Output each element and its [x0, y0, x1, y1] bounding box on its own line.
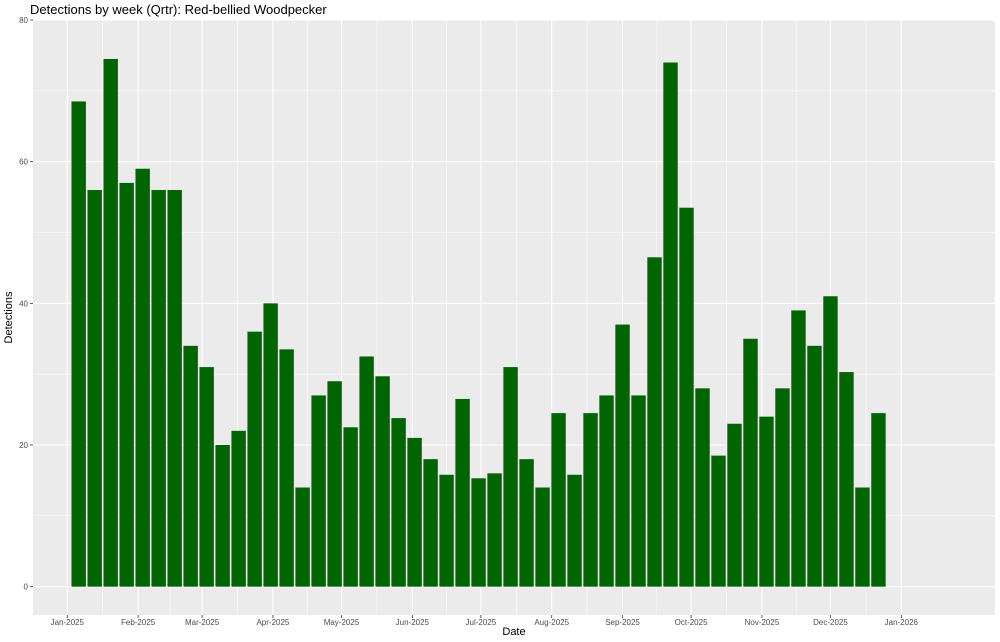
x-tick-label: Nov-2025: [745, 618, 780, 627]
bar: [839, 372, 854, 587]
bar: [375, 376, 390, 587]
bar: [503, 367, 518, 587]
bar: [807, 345, 822, 587]
x-tick-label: Dec-2025: [813, 618, 848, 627]
bar: [391, 418, 406, 587]
bar: [71, 101, 86, 587]
bar: [103, 58, 118, 587]
bar: [855, 487, 870, 587]
y-axis: 0 20 40 60 80: [19, 16, 33, 592]
bar: [199, 367, 214, 587]
bar: [599, 395, 614, 587]
bar: [647, 257, 662, 587]
bar: [535, 487, 550, 587]
bar: [567, 474, 582, 587]
x-tick-label: Jul-2025: [466, 618, 497, 627]
bar: [759, 416, 774, 587]
bar: [695, 388, 710, 587]
bar: [663, 62, 678, 587]
bar: [455, 398, 470, 587]
x-axis: Jan-2025 Feb-2025 Mar-2025 Apr-2025 May-2025…: [51, 615, 919, 627]
x-tick-label: May-2025: [324, 618, 360, 627]
bar: [471, 478, 486, 587]
bar: [871, 413, 886, 587]
x-tick-label: Aug-2025: [534, 618, 569, 627]
bar: [631, 395, 646, 587]
y-tick-label: 80: [19, 16, 28, 25]
bar: [615, 324, 630, 587]
bar: [711, 455, 726, 587]
bar: [423, 459, 438, 587]
x-tick-label: Oct-2025: [675, 618, 708, 627]
bar: [135, 168, 150, 587]
bar: [183, 345, 198, 587]
x-tick-label: Mar-2025: [185, 618, 220, 627]
bar: [823, 296, 838, 587]
bar: [487, 473, 502, 587]
bar: [279, 349, 294, 587]
bar: [679, 207, 694, 587]
x-tick-label: Jan-2026: [885, 618, 919, 627]
y-axis-title: Detections: [3, 291, 15, 343]
bar: [231, 430, 246, 587]
chart-title: Detections by week (Qrtr): Red-bellied W…: [30, 2, 327, 17]
bar: [215, 445, 230, 587]
x-tick-label: Jun-2025: [396, 618, 430, 627]
bar: [263, 303, 278, 587]
x-tick-label: Sep-2025: [605, 618, 640, 627]
bar: [551, 413, 566, 587]
bar: [519, 459, 534, 587]
y-tick-label: 60: [19, 158, 28, 167]
bar: [87, 190, 102, 587]
bar: [727, 423, 742, 587]
bar: [151, 190, 166, 587]
x-tick-label: Apr-2025: [256, 618, 289, 627]
bar: [247, 331, 262, 587]
x-axis-title: Date: [502, 626, 525, 638]
bar: [327, 381, 342, 587]
y-tick-label: 20: [19, 441, 28, 450]
x-tick-label: Feb-2025: [121, 618, 156, 627]
bar: [359, 356, 374, 587]
bar: [167, 190, 182, 587]
bar: [407, 437, 422, 587]
y-tick-label: 0: [24, 583, 29, 592]
bar: [311, 395, 326, 587]
bar: [343, 427, 358, 587]
bar: [295, 487, 310, 587]
x-tick-label: Jan-2025: [51, 618, 85, 627]
bar: [119, 182, 134, 587]
bar: [743, 338, 758, 587]
bar: [583, 413, 598, 587]
bar: [791, 310, 806, 587]
y-tick-label: 40: [19, 299, 28, 308]
bar-series: [71, 58, 886, 587]
bar: [775, 388, 790, 587]
bar: [439, 474, 454, 587]
